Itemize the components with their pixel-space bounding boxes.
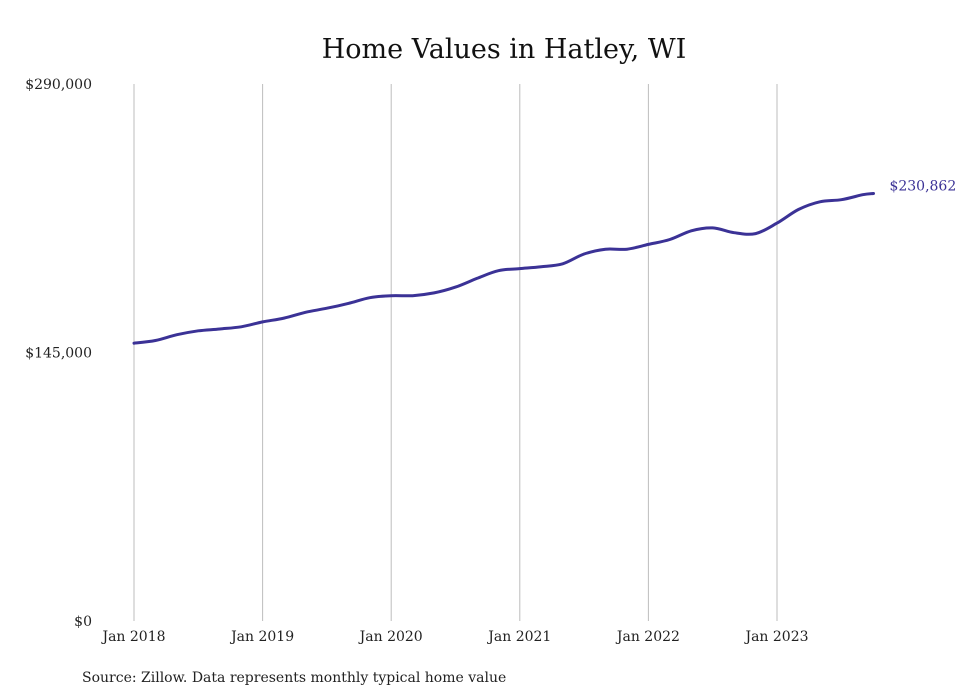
- data-point: [218, 327, 221, 331]
- data-point: [432, 291, 436, 295]
- data-point: [625, 247, 629, 251]
- x-tick-label: Jan 2018: [100, 629, 165, 645]
- data-point: [497, 269, 500, 272]
- series-line-0: [132, 192, 875, 345]
- grid-layer: [133, 84, 778, 621]
- data-point: [668, 238, 672, 241]
- data-point: [797, 208, 800, 211]
- data-point: [604, 247, 607, 251]
- data-point: [754, 232, 757, 235]
- data-point: [282, 316, 286, 320]
- data-point: [732, 231, 736, 234]
- y-tick-label: $0: [74, 614, 92, 630]
- data-point: [561, 262, 564, 266]
- data-point: [239, 325, 243, 328]
- series-layer: [132, 192, 875, 345]
- data-point: [261, 320, 264, 324]
- data-point: [475, 277, 479, 280]
- data-point: [368, 296, 371, 299]
- y-axis-ticks: $0 $145,000 $290,000: [25, 77, 92, 630]
- data-point: [390, 294, 393, 297]
- y-tick-label: $290,000: [25, 77, 92, 93]
- data-point: [540, 265, 543, 268]
- data-point: [840, 198, 843, 201]
- x-tick-label: Jan 2022: [615, 629, 680, 645]
- x-tick-label: Jan 2021: [486, 629, 551, 645]
- x-tick-label: Jan 2019: [229, 629, 294, 645]
- x-tick-label: Jan 2023: [743, 629, 808, 645]
- y-tick-label: $145,000: [25, 346, 92, 362]
- data-point: [818, 200, 822, 203]
- data-point: [518, 267, 521, 270]
- chart-title: Home Values in Hatley, WI: [322, 34, 687, 65]
- data-point: [411, 294, 414, 297]
- data-point: [154, 339, 157, 342]
- data-point: [347, 302, 350, 305]
- data-point: [132, 342, 136, 345]
- data-point: [197, 329, 200, 333]
- data-point: [304, 311, 307, 314]
- data-point: [872, 192, 875, 195]
- data-point: [582, 252, 586, 256]
- x-tick-label: Jan 2020: [358, 629, 423, 645]
- data-point: [711, 226, 714, 230]
- data-point: [647, 243, 650, 246]
- data-point: [861, 193, 864, 196]
- data-point: [690, 229, 693, 233]
- end-value-label: $230,862: [889, 179, 956, 195]
- source-note: Source: Zillow. Data represents monthly …: [82, 670, 506, 686]
- data-point: [775, 221, 779, 225]
- data-point: [175, 333, 179, 336]
- x-axis-ticks: Jan 2018 Jan 2019 Jan 2020 Jan 2021 Jan 2022…: [100, 629, 808, 645]
- data-point: [325, 307, 329, 310]
- data-point: [454, 285, 457, 289]
